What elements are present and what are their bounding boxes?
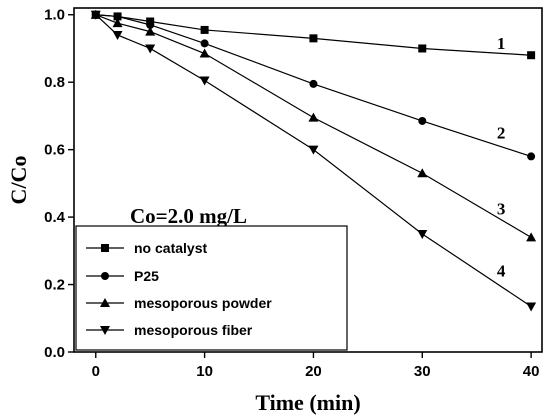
curve-number-label: 4 bbox=[497, 261, 506, 280]
curve-labels: 1 2 3 4 bbox=[497, 34, 506, 280]
legend: no catalyst P25 mesoporous powder mesoporou… bbox=[75, 225, 348, 351]
y-axis-ticks: 0.0 0.2 0.4 0.6 0.8 1.0 bbox=[44, 7, 74, 361]
data-point bbox=[308, 145, 319, 155]
curve-number-label: 3 bbox=[497, 199, 506, 218]
data-point bbox=[418, 44, 427, 53]
x-tick-label: 30 bbox=[414, 363, 431, 380]
y-axis-title: C/Co bbox=[6, 156, 31, 205]
curve-number-label: 2 bbox=[497, 123, 506, 142]
legend-box bbox=[75, 225, 348, 351]
legend-entry: no catalyst bbox=[86, 240, 207, 256]
concentration-annotation: Co=2.0 mg/L bbox=[130, 204, 247, 228]
data-point bbox=[418, 116, 427, 125]
legend-marker bbox=[101, 244, 109, 252]
data-point bbox=[309, 79, 318, 88]
y-tick-label: 0.8 bbox=[44, 74, 65, 91]
series-triangle-down bbox=[90, 10, 537, 312]
curve-number-label: 1 bbox=[497, 34, 506, 53]
legend-label: mesoporous powder bbox=[134, 295, 272, 311]
legend-entry: mesoporous fiber bbox=[86, 322, 253, 338]
data-point bbox=[113, 12, 122, 21]
legend-marker bbox=[100, 298, 110, 307]
legend-entries: no catalyst P25 mesoporous powder mesoporou… bbox=[86, 240, 272, 338]
data-point bbox=[112, 18, 123, 28]
x-tick-label: 10 bbox=[196, 363, 213, 380]
data-point bbox=[527, 51, 536, 60]
y-tick-label: 0.4 bbox=[44, 209, 66, 226]
series-layer bbox=[90, 9, 537, 312]
data-point bbox=[145, 26, 156, 36]
legend-entry: mesoporous powder bbox=[86, 295, 272, 311]
data-point bbox=[309, 34, 318, 43]
data-point bbox=[308, 112, 319, 122]
data-point bbox=[526, 302, 537, 312]
data-point bbox=[145, 44, 156, 54]
x-tick-label: 20 bbox=[305, 363, 322, 380]
legend-label: P25 bbox=[134, 268, 159, 284]
data-point bbox=[199, 48, 210, 58]
data-point bbox=[417, 168, 428, 178]
y-tick-label: 1.0 bbox=[44, 7, 65, 24]
data-point bbox=[146, 20, 155, 29]
legend-label: mesoporous fiber bbox=[134, 322, 253, 338]
data-point bbox=[200, 39, 209, 48]
y-tick-label: 0.0 bbox=[44, 344, 65, 361]
legend-label: no catalyst bbox=[134, 240, 207, 256]
x-tick-label: 40 bbox=[523, 363, 540, 380]
x-axis-ticks: 0 10 20 30 40 bbox=[92, 352, 540, 380]
legend-marker bbox=[101, 272, 109, 280]
y-tick-label: 0.2 bbox=[44, 277, 65, 294]
data-point bbox=[526, 232, 537, 242]
x-tick-label: 0 bbox=[92, 363, 100, 380]
legend-marker bbox=[100, 326, 110, 335]
data-point bbox=[527, 152, 536, 161]
y-tick-label: 0.6 bbox=[44, 142, 65, 159]
plot-frame bbox=[73, 7, 543, 353]
data-point bbox=[417, 229, 428, 239]
x-axis-title: Time (min) bbox=[255, 390, 360, 415]
series-circle bbox=[91, 10, 536, 161]
data-point bbox=[199, 76, 210, 86]
data-point bbox=[112, 30, 123, 40]
data-point bbox=[90, 10, 101, 20]
data-point bbox=[200, 25, 209, 34]
legend-entry: P25 bbox=[86, 268, 159, 284]
